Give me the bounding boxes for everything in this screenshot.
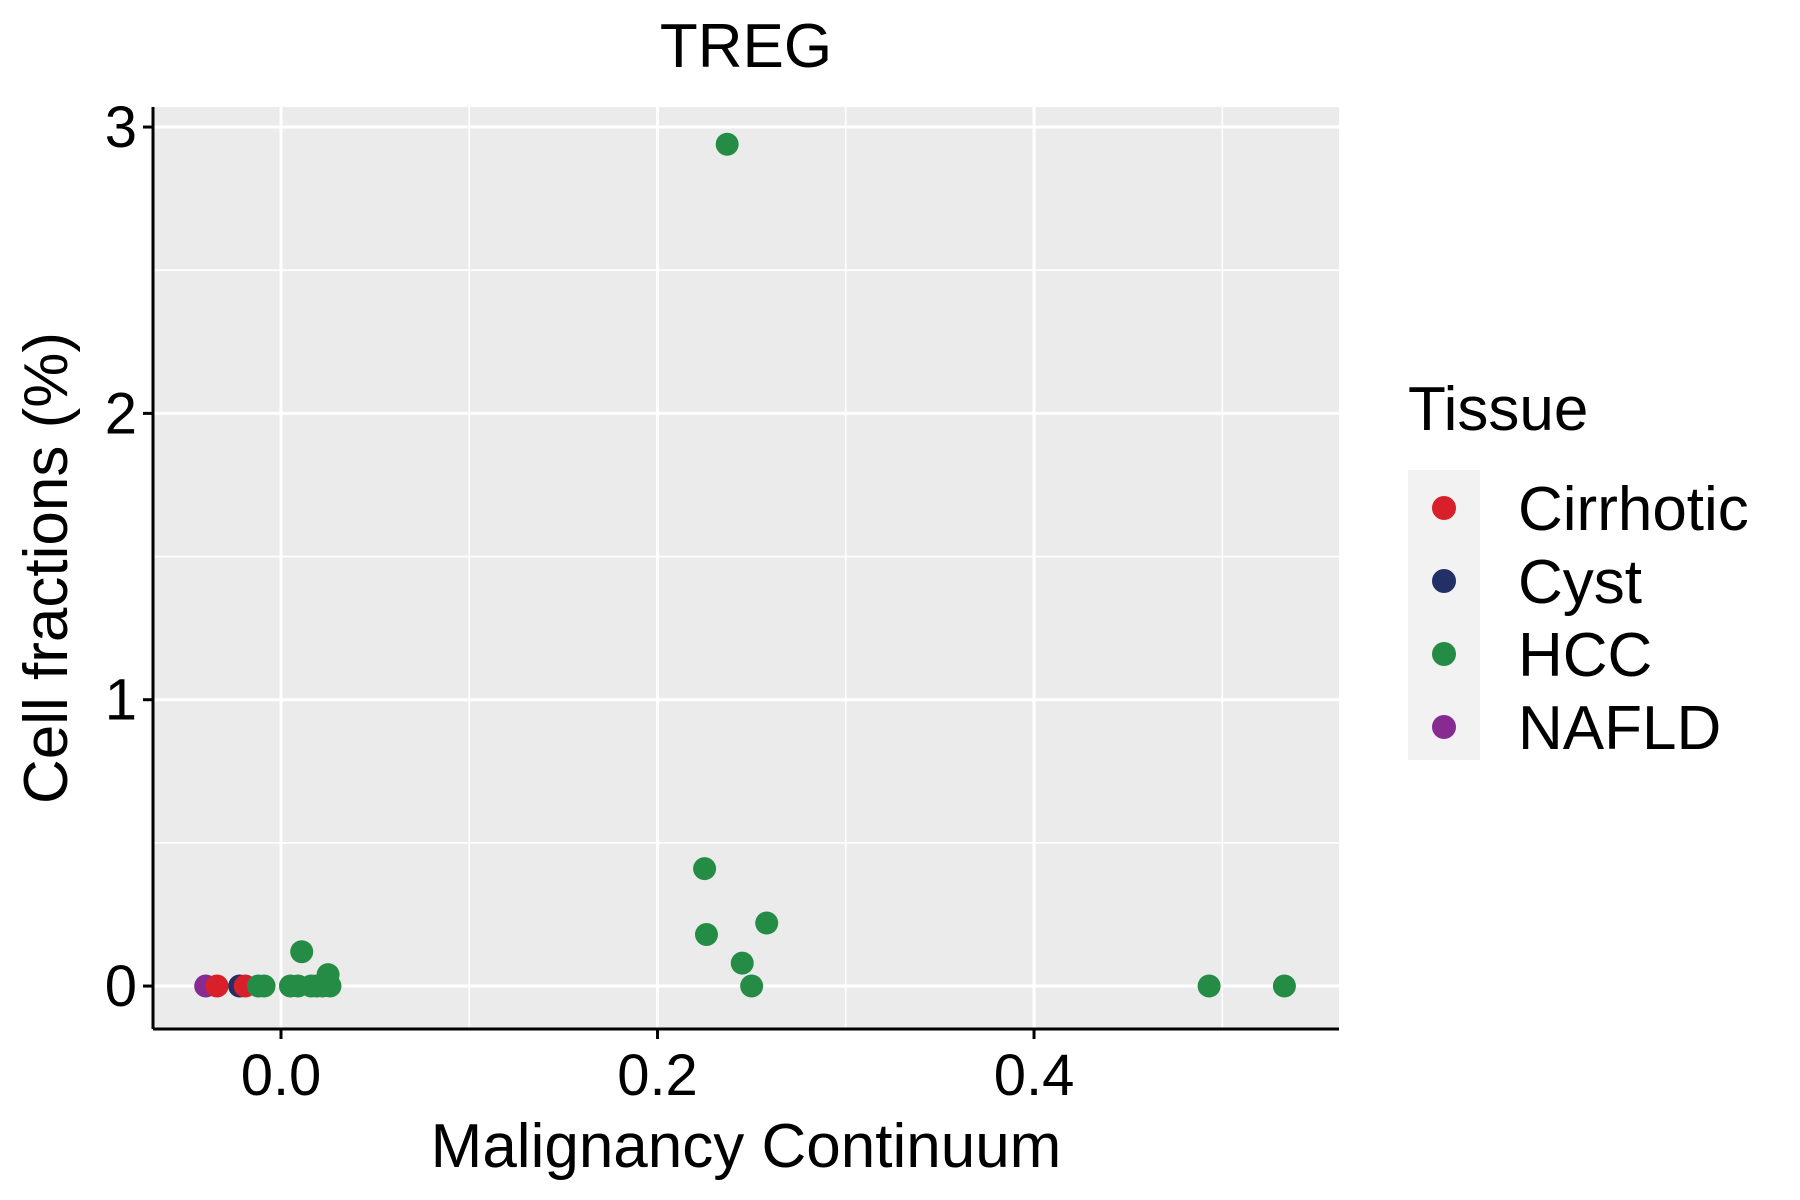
legend-label-cyst: Cyst — [1518, 548, 1642, 617]
legend-label-hcc: HCC — [1518, 621, 1652, 690]
major-gridlines — [153, 107, 1339, 1029]
x-axis-title: Malignancy Continuum — [431, 1112, 1062, 1181]
data-point-cirrhotic — [205, 974, 229, 998]
y-tick-label: 0 — [105, 954, 137, 1019]
data-point-hcc — [290, 940, 314, 964]
legend-key-cyst — [1432, 569, 1456, 593]
data-point-hcc — [694, 923, 718, 947]
y-axis-ticks: 0 1 2 3 — [105, 95, 153, 1019]
y-axis-title: Cell fractions (%) — [12, 332, 81, 804]
y-tick-label: 3 — [105, 95, 137, 160]
data-point-hcc — [755, 911, 779, 935]
data-point-hcc — [1197, 974, 1221, 998]
legend-key-hcc — [1432, 642, 1456, 666]
minor-gridlines — [153, 107, 1339, 1029]
plot-panel — [153, 107, 1339, 1029]
y-tick-label: 1 — [105, 668, 137, 733]
legend-label-nafld: NAFLD — [1518, 694, 1721, 763]
legend-label-cirrhotic: Cirrhotic — [1518, 475, 1749, 544]
legend-title: Tissue — [1408, 375, 1588, 444]
data-point-hcc — [740, 974, 764, 998]
x-tick-label: 0.0 — [241, 1043, 322, 1108]
x-tick-label: 0.2 — [617, 1043, 698, 1108]
chart-title: TREG — [660, 12, 832, 81]
x-axis-ticks: 0.0 0.2 0.4 — [241, 1029, 1075, 1108]
legend-key-cirrhotic — [1432, 496, 1456, 520]
x-tick-label: 0.4 — [994, 1043, 1075, 1108]
legend-key-nafld — [1432, 715, 1456, 739]
data-point-hcc — [730, 951, 754, 975]
data-point-hcc — [693, 857, 717, 881]
y-tick-label: 2 — [105, 381, 137, 446]
data-point-hcc — [1272, 974, 1296, 998]
data-points — [194, 132, 1296, 998]
data-point-hcc — [252, 974, 276, 998]
data-point-hcc — [318, 974, 342, 998]
data-point-hcc — [715, 132, 739, 156]
